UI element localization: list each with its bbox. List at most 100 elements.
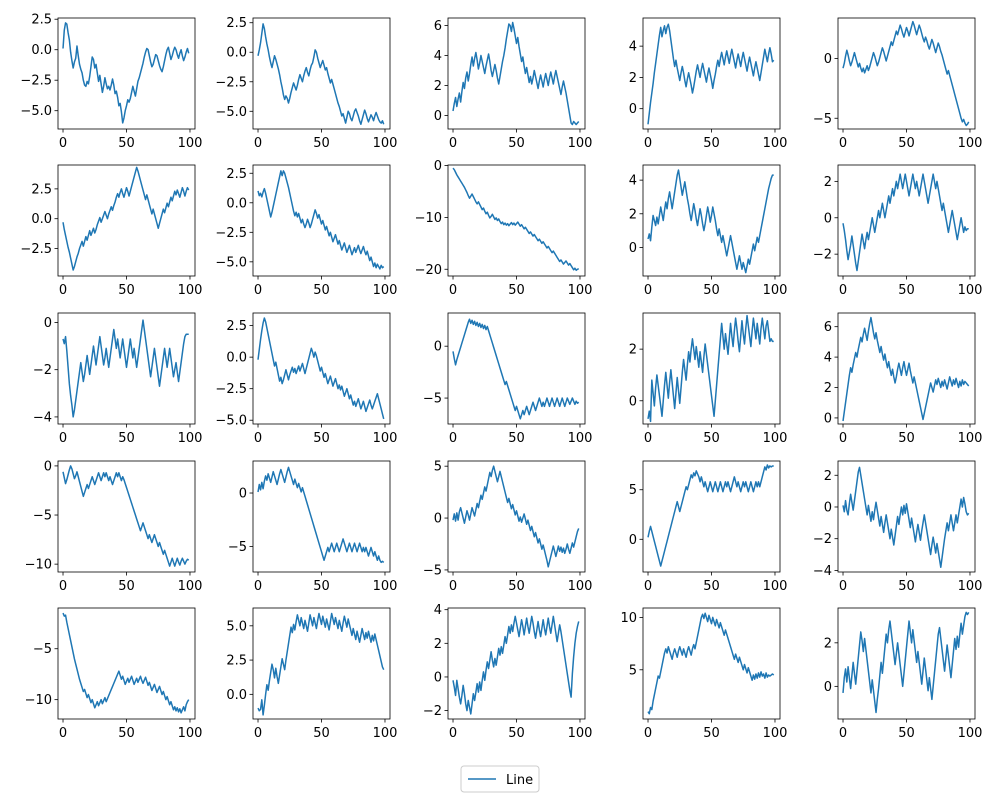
axes-frame	[57, 164, 196, 277]
x-tick-label: 50	[898, 579, 915, 594]
x-tick-label: 0	[644, 431, 652, 446]
x-tick-label: 0	[839, 283, 847, 298]
x-tick-label: 50	[508, 579, 525, 594]
x-tick-label: 100	[568, 579, 593, 594]
y-tick-label: 2	[824, 636, 832, 651]
x-tick-label: 50	[118, 579, 135, 594]
x-tick-label: 0	[839, 431, 847, 446]
series-line	[257, 317, 385, 420]
y-tick-label: 2	[434, 637, 442, 652]
x-tick-label: 100	[373, 579, 398, 594]
series-line	[647, 464, 774, 567]
subplot-4-3: 0 50 100 −5 0 5	[423, 460, 593, 594]
y-tick-label: −5	[423, 563, 442, 578]
y-tick-label: 5	[629, 663, 637, 678]
y-tick-label: 6	[434, 19, 442, 34]
x-tick-label: 0	[59, 431, 67, 446]
x-tick-label: 0	[254, 136, 262, 151]
y-tick-label: 0	[629, 102, 637, 117]
y-tick-label: −2.5	[215, 226, 247, 241]
x-tick-label: 0	[644, 726, 652, 741]
axes-frame	[642, 607, 781, 720]
x-tick-label: 0	[839, 726, 847, 741]
subplot-4-1: 0 50 100 −10 −5 0	[25, 459, 203, 594]
series-line	[842, 466, 970, 568]
legend-frame	[460, 765, 540, 793]
subplot-1-4: 0 50 100 0 2 4	[629, 17, 787, 151]
y-tick-label: 0.0	[226, 688, 247, 703]
subplot-3-1: 0 50 100 −4 −2 0	[33, 312, 202, 446]
y-tick-label: 2	[824, 175, 832, 190]
x-tick-label: 100	[178, 579, 203, 594]
y-tick-label: 2.5	[226, 319, 247, 334]
y-tick-label: −2.5	[215, 382, 247, 397]
subplot-5-2: 0 50 100 0.0 2.5 5.0	[226, 607, 398, 741]
y-tick-label: 2.5	[226, 167, 247, 182]
subplot-5-3: 0 50 100 −2 0 2 4	[423, 603, 593, 741]
subplot-1-3: 0 50 100 0 2 4 6	[434, 17, 592, 151]
series-line	[62, 612, 190, 714]
x-tick-label: 50	[898, 726, 915, 741]
y-tick-label: −10	[25, 558, 52, 573]
subplot-1-2: 0 50 100 −5.0 −2.5 0.0 2.5	[215, 16, 397, 151]
x-tick-label: 0	[254, 283, 262, 298]
subplot-4-4: 0 50 100 0 5	[629, 460, 787, 594]
series-line	[842, 173, 969, 272]
y-tick-label: −10	[25, 693, 52, 708]
x-tick-label: 50	[313, 136, 330, 151]
y-tick-label: 0	[824, 680, 832, 695]
subplot-3-5: 0 50 100 0 2 4 6	[824, 312, 982, 446]
series-line	[62, 22, 190, 124]
x-tick-label: 100	[373, 726, 398, 741]
axes-frame	[837, 312, 976, 425]
axes-frame	[57, 17, 196, 130]
x-tick-label: 50	[313, 726, 330, 741]
subplot-5-1: 0 50 100 −10 −5	[25, 607, 202, 741]
y-tick-label: −5	[813, 112, 832, 127]
x-tick-label: 100	[178, 283, 203, 298]
y-tick-label: 6	[824, 320, 832, 335]
y-tick-label: 4	[434, 603, 442, 618]
y-tick-label: −2.5	[20, 74, 52, 89]
x-tick-label: 100	[178, 136, 203, 151]
x-tick-label: 100	[568, 726, 593, 741]
axes-frame	[837, 17, 976, 130]
x-tick-label: 0	[839, 136, 847, 151]
subplot-grid: 0 50 100−5.0−2.50.02.50 50 100−5.0−2.50.02.5…	[20, 13, 982, 741]
x-tick-label: 0	[449, 579, 457, 594]
y-tick-label: −20	[415, 263, 442, 278]
y-tick-label: −5	[33, 509, 52, 524]
x-tick-label: 50	[703, 283, 720, 298]
y-tick-label: −2	[423, 704, 442, 719]
x-tick-label: 50	[313, 431, 330, 446]
x-tick-label: 100	[763, 283, 788, 298]
x-tick-label: 100	[763, 431, 788, 446]
series-line	[842, 20, 970, 127]
x-tick-label: 0	[254, 579, 262, 594]
series-line	[452, 465, 580, 568]
y-tick-label: −5.0	[215, 105, 247, 120]
x-tick-label: 50	[118, 431, 135, 446]
y-tick-label: 2	[434, 79, 442, 94]
x-tick-label: 0	[59, 726, 67, 741]
subplot-2-3: 0 50 100 −20 −10 0	[415, 159, 593, 298]
series-line	[62, 465, 190, 567]
x-tick-label: 50	[898, 431, 915, 446]
axes-frame	[252, 17, 391, 130]
x-tick-label: 0	[449, 726, 457, 741]
y-tick-label: 0	[434, 109, 442, 124]
x-tick-label: 100	[958, 136, 983, 151]
series-line	[647, 612, 775, 715]
subplot-2-4: 0 50 100 0 2 4	[629, 164, 788, 298]
y-tick-label: 4	[629, 174, 637, 189]
subplot-1-5: 0 50 100 −5 0	[813, 17, 983, 151]
x-tick-label: 0	[644, 136, 652, 151]
y-tick-label: −10	[415, 211, 442, 226]
series-line	[842, 611, 970, 714]
axes-frame	[642, 312, 781, 425]
y-tick-label: −2	[33, 363, 52, 378]
y-tick-label: 2	[824, 469, 832, 484]
y-tick-label: −4	[33, 410, 52, 425]
y-tick-label: 2.5	[31, 13, 52, 28]
x-tick-label: 50	[118, 726, 135, 741]
